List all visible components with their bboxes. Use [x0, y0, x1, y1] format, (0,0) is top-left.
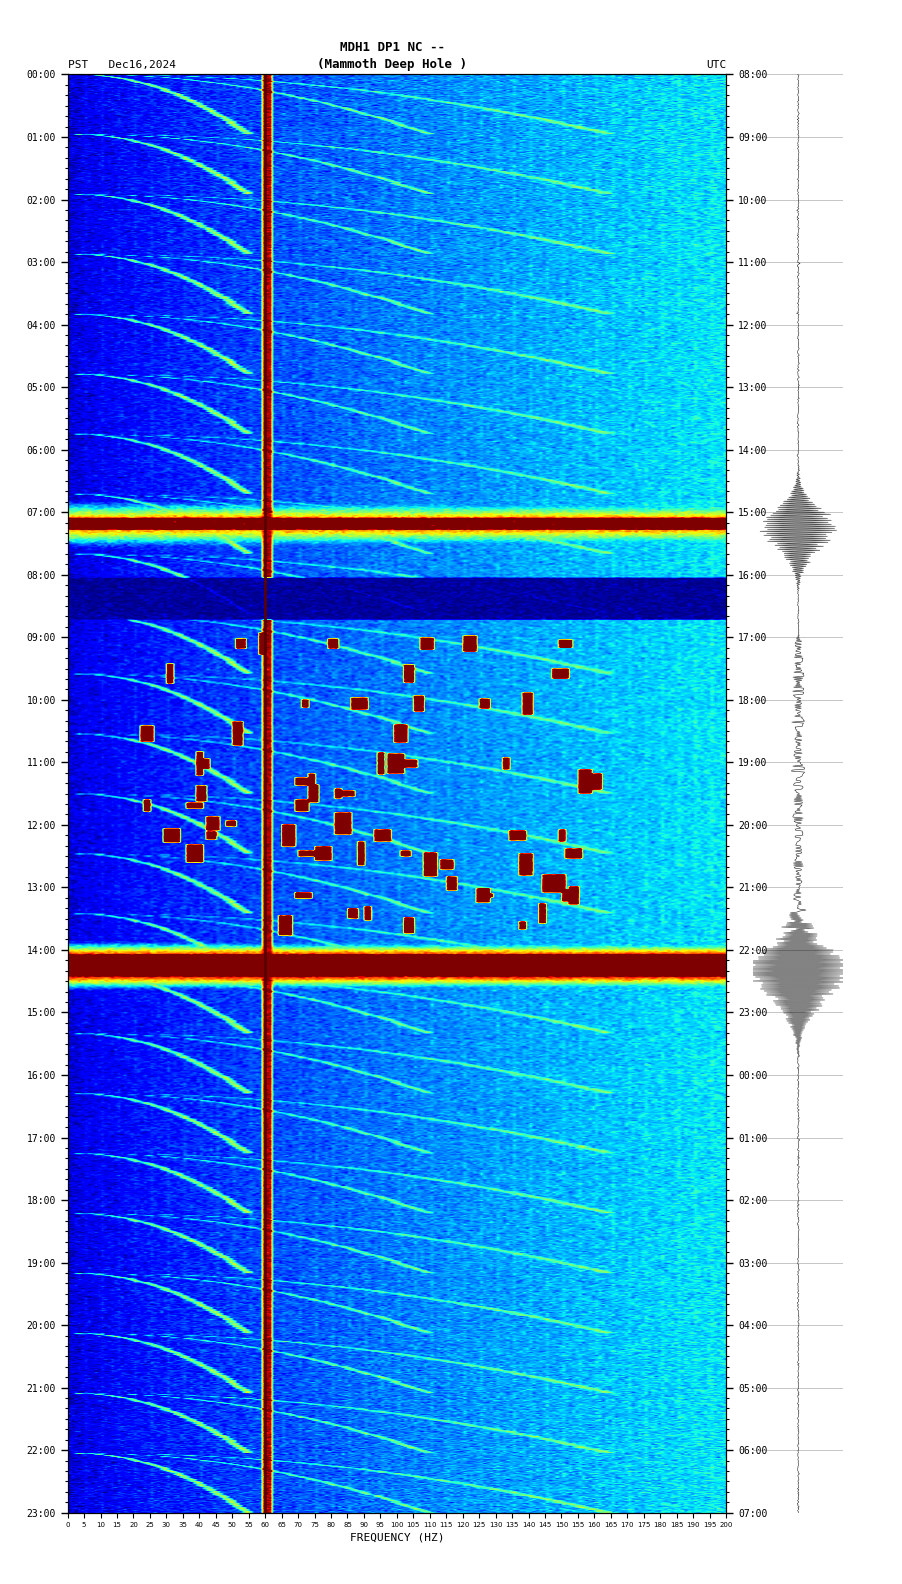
Text: (Mammoth Deep Hole ): (Mammoth Deep Hole ) — [318, 59, 467, 71]
Text: MDH1 DP1 NC --: MDH1 DP1 NC -- — [340, 41, 445, 54]
Text: PST   Dec16,2024: PST Dec16,2024 — [68, 60, 176, 70]
Text: UTC: UTC — [706, 60, 726, 70]
X-axis label: FREQUENCY (HZ): FREQUENCY (HZ) — [350, 1533, 444, 1543]
